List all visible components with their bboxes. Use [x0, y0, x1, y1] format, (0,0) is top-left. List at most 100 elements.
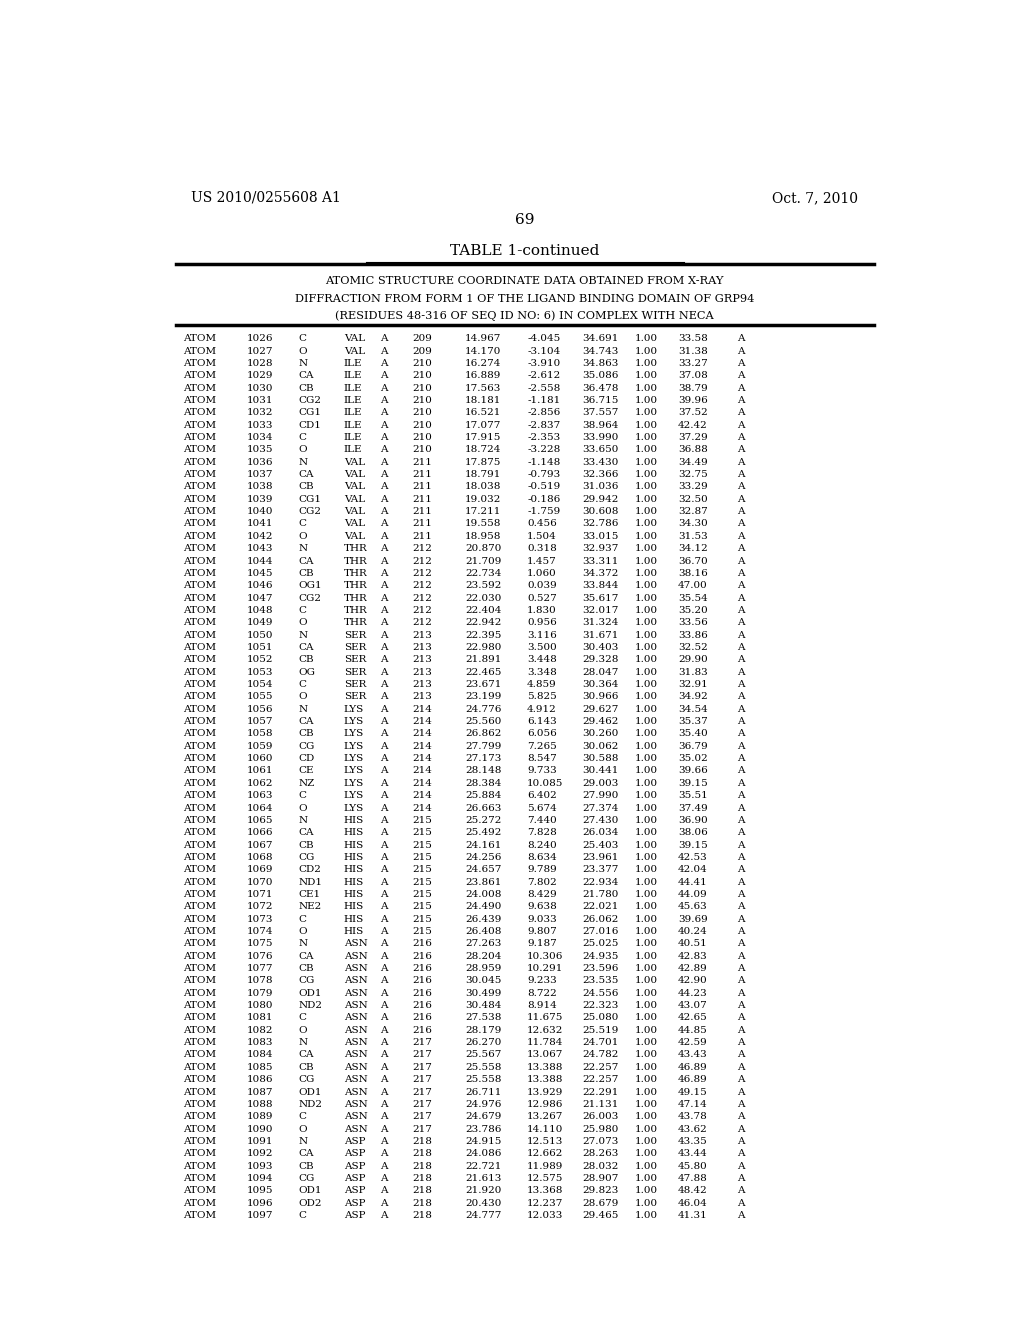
Text: 213: 213 [412, 668, 432, 677]
Text: 1.00: 1.00 [634, 347, 657, 355]
Text: CE1: CE1 [299, 890, 321, 899]
Text: 46.04: 46.04 [678, 1199, 708, 1208]
Text: A: A [737, 742, 745, 751]
Text: 22.734: 22.734 [465, 569, 502, 578]
Text: A: A [380, 865, 388, 874]
Text: 17.563: 17.563 [465, 384, 502, 392]
Text: ATOM: ATOM [183, 581, 217, 590]
Text: 1037: 1037 [247, 470, 273, 479]
Text: 1039: 1039 [247, 495, 273, 504]
Text: HIS: HIS [344, 865, 365, 874]
Text: -0.793: -0.793 [527, 470, 560, 479]
Text: 31.53: 31.53 [678, 532, 708, 541]
Text: 1055: 1055 [247, 693, 273, 701]
Text: ATOM: ATOM [183, 816, 217, 825]
Text: ATOM: ATOM [183, 668, 217, 677]
Text: 1.00: 1.00 [634, 680, 657, 689]
Text: A: A [737, 655, 745, 664]
Text: 1097: 1097 [247, 1210, 273, 1220]
Text: ATOM: ATOM [183, 569, 217, 578]
Text: 4.859: 4.859 [527, 680, 557, 689]
Text: A: A [380, 804, 388, 813]
Text: ATOM: ATOM [183, 754, 217, 763]
Text: 24.556: 24.556 [583, 989, 620, 998]
Text: 1.00: 1.00 [634, 643, 657, 652]
Text: O: O [299, 347, 307, 355]
Text: A: A [737, 1088, 745, 1097]
Text: CB: CB [299, 730, 314, 738]
Text: A: A [380, 1210, 388, 1220]
Text: 0.527: 0.527 [527, 594, 557, 602]
Text: A: A [380, 347, 388, 355]
Text: 8.722: 8.722 [527, 989, 557, 998]
Text: 210: 210 [412, 421, 432, 430]
Text: A: A [737, 544, 745, 553]
Text: 33.990: 33.990 [583, 433, 620, 442]
Text: SER: SER [344, 693, 367, 701]
Text: ASN: ASN [344, 964, 368, 973]
Text: 1.00: 1.00 [634, 717, 657, 726]
Text: A: A [380, 816, 388, 825]
Text: 25.519: 25.519 [583, 1026, 620, 1035]
Text: ATOM: ATOM [183, 606, 217, 615]
Text: 1.00: 1.00 [634, 791, 657, 800]
Text: 211: 211 [412, 532, 432, 541]
Text: A: A [737, 1162, 745, 1171]
Text: C: C [299, 520, 306, 528]
Text: 40.24: 40.24 [678, 927, 708, 936]
Text: 215: 215 [412, 865, 432, 874]
Text: 26.862: 26.862 [465, 730, 502, 738]
Text: A: A [380, 631, 388, 640]
Text: N: N [299, 1137, 308, 1146]
Text: ILE: ILE [344, 445, 362, 454]
Text: LYS: LYS [344, 705, 365, 714]
Text: 1087: 1087 [247, 1088, 273, 1097]
Text: 39.66: 39.66 [678, 767, 708, 775]
Text: 33.86: 33.86 [678, 631, 708, 640]
Text: 22.395: 22.395 [465, 631, 502, 640]
Text: A: A [737, 458, 745, 467]
Text: ND1: ND1 [299, 878, 323, 887]
Text: A: A [380, 767, 388, 775]
Text: 30.045: 30.045 [465, 977, 502, 986]
Text: 32.50: 32.50 [678, 495, 708, 504]
Text: ATOM: ATOM [183, 705, 217, 714]
Text: A: A [380, 717, 388, 726]
Text: ATOM: ATOM [183, 730, 217, 738]
Text: 27.374: 27.374 [583, 804, 620, 813]
Text: A: A [737, 606, 745, 615]
Text: 1.00: 1.00 [634, 606, 657, 615]
Text: ATOM: ATOM [183, 952, 217, 961]
Text: 1073: 1073 [247, 915, 273, 924]
Text: ATOM: ATOM [183, 841, 217, 850]
Text: 1075: 1075 [247, 940, 273, 948]
Text: 33.311: 33.311 [583, 557, 620, 565]
Text: ASP: ASP [344, 1137, 366, 1146]
Text: 35.20: 35.20 [678, 606, 708, 615]
Text: A: A [380, 1173, 388, 1183]
Text: A: A [380, 507, 388, 516]
Text: THR: THR [344, 618, 368, 627]
Text: THR: THR [344, 594, 368, 602]
Text: A: A [737, 989, 745, 998]
Text: A: A [737, 470, 745, 479]
Text: 1.00: 1.00 [634, 384, 657, 392]
Text: 34.743: 34.743 [583, 347, 620, 355]
Text: 1041: 1041 [247, 520, 273, 528]
Text: 42.04: 42.04 [678, 865, 708, 874]
Text: ATOM: ATOM [183, 927, 217, 936]
Text: 27.073: 27.073 [583, 1137, 620, 1146]
Text: 23.199: 23.199 [465, 693, 502, 701]
Text: A: A [737, 1210, 745, 1220]
Text: ASN: ASN [344, 952, 368, 961]
Text: LYS: LYS [344, 717, 365, 726]
Text: C: C [299, 915, 306, 924]
Text: VAL: VAL [344, 520, 365, 528]
Text: 216: 216 [412, 952, 432, 961]
Text: OD2: OD2 [299, 1199, 323, 1208]
Text: CB: CB [299, 1063, 314, 1072]
Text: ATOM: ATOM [183, 643, 217, 652]
Text: 217: 217 [412, 1051, 432, 1060]
Text: 6.143: 6.143 [527, 717, 557, 726]
Text: 33.844: 33.844 [583, 581, 620, 590]
